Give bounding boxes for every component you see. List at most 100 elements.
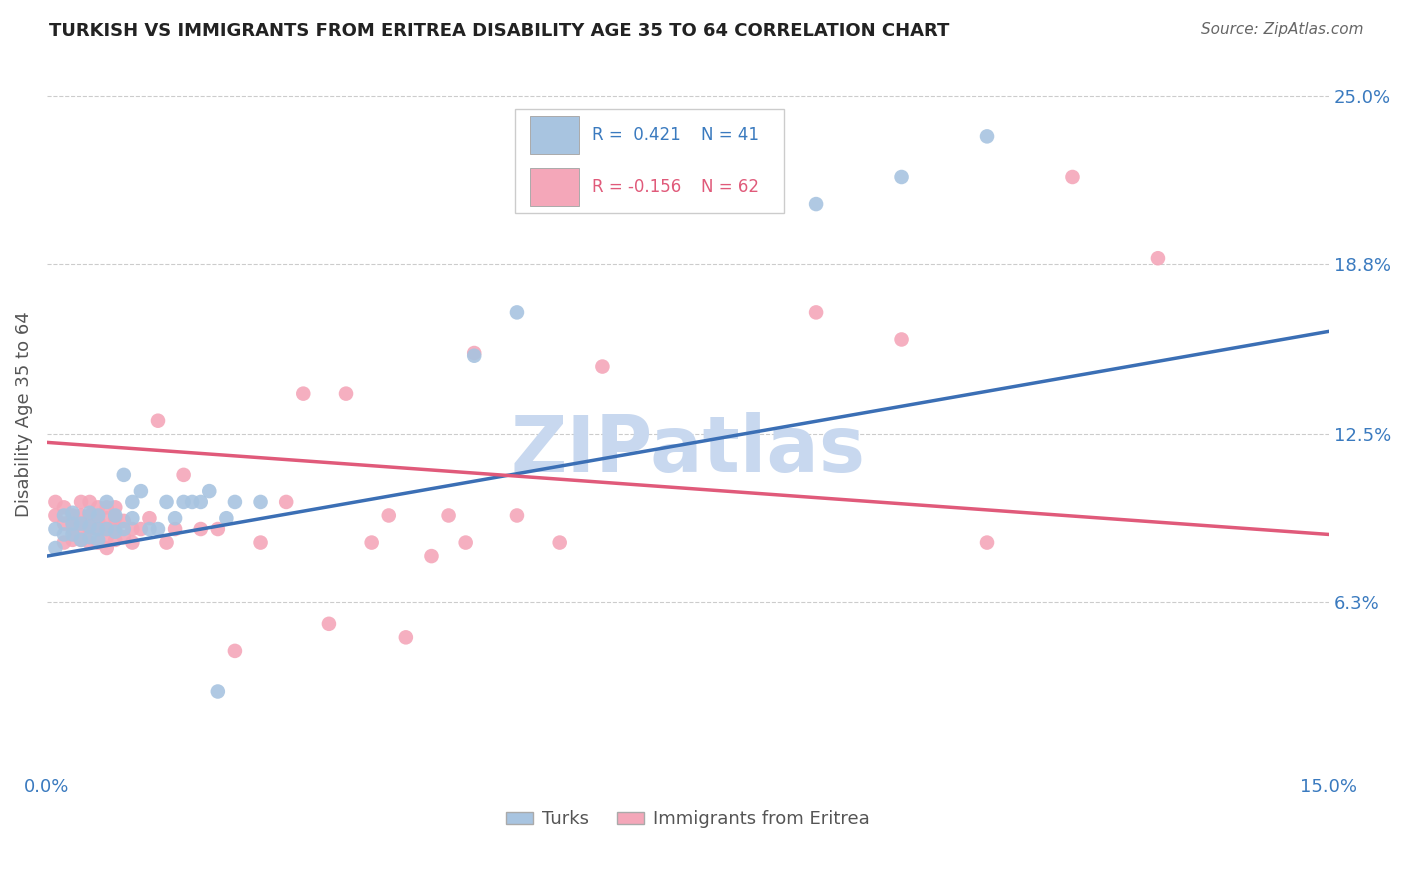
Point: [87, 508, 110, 523]
Text: N = 41: N = 41: [700, 126, 759, 144]
Point: [96, 522, 118, 536]
Point: [62, 506, 84, 520]
Point: [190, 495, 212, 509]
Point: [70, 516, 93, 531]
Point: [463, 349, 485, 363]
Point: [129, 484, 152, 499]
Point: [146, 414, 169, 428]
Point: [976, 535, 998, 549]
Point: [62, 533, 84, 547]
Point: [506, 508, 529, 523]
Point: [104, 511, 127, 525]
Point: [548, 535, 571, 549]
Point: [70, 495, 93, 509]
Text: TURKISH VS IMMIGRANTS FROM ERITREA DISABILITY AGE 35 TO 64 CORRELATION CHART: TURKISH VS IMMIGRANTS FROM ERITREA DISAB…: [49, 22, 949, 40]
Point: [181, 495, 204, 509]
Point: [104, 524, 127, 539]
Point: [591, 359, 613, 374]
Point: [70, 533, 93, 547]
Point: [53, 500, 76, 515]
Point: [96, 495, 118, 509]
Point: [165, 522, 187, 536]
Point: [249, 535, 271, 549]
Point: [96, 511, 118, 525]
Point: [249, 495, 271, 509]
Point: [79, 519, 101, 533]
Point: [890, 169, 912, 184]
FancyBboxPatch shape: [515, 109, 785, 213]
Point: [53, 508, 76, 523]
Point: [87, 514, 110, 528]
Point: [87, 533, 110, 547]
Point: [155, 535, 177, 549]
Point: [104, 500, 127, 515]
Point: [129, 522, 152, 536]
Point: [87, 500, 110, 515]
Point: [121, 522, 143, 536]
Point: [804, 305, 827, 319]
Text: Source: ZipAtlas.com: Source: ZipAtlas.com: [1201, 22, 1364, 37]
Point: [112, 530, 135, 544]
Point: [224, 644, 246, 658]
Point: [377, 508, 399, 523]
Point: [276, 495, 298, 509]
Y-axis label: Disability Age 35 to 64: Disability Age 35 to 64: [15, 311, 32, 516]
Point: [437, 508, 460, 523]
Point: [104, 522, 127, 536]
Point: [112, 522, 135, 536]
Text: ZIPatlas: ZIPatlas: [510, 412, 865, 488]
Point: [104, 508, 127, 523]
Point: [454, 535, 477, 549]
Point: [96, 500, 118, 515]
Point: [96, 541, 118, 555]
Point: [112, 514, 135, 528]
Point: [506, 305, 529, 319]
Point: [70, 519, 93, 533]
Point: [53, 535, 76, 549]
Text: N = 62: N = 62: [700, 178, 759, 196]
Point: [224, 495, 246, 509]
Point: [804, 197, 827, 211]
Point: [198, 484, 221, 499]
Point: [138, 511, 160, 525]
Point: [173, 495, 195, 509]
Point: [890, 333, 912, 347]
Point: [207, 522, 229, 536]
Point: [62, 508, 84, 523]
Point: [395, 631, 418, 645]
Legend: Turks, Immigrants from Eritrea: Turks, Immigrants from Eritrea: [499, 803, 876, 836]
Point: [121, 535, 143, 549]
Point: [146, 522, 169, 536]
Point: [215, 511, 238, 525]
Point: [79, 522, 101, 536]
Point: [79, 506, 101, 520]
FancyBboxPatch shape: [530, 116, 579, 153]
Point: [420, 549, 443, 563]
Point: [1147, 252, 1170, 266]
Point: [53, 527, 76, 541]
Point: [87, 522, 110, 536]
Point: [1062, 169, 1084, 184]
FancyBboxPatch shape: [530, 169, 579, 206]
Point: [155, 495, 177, 509]
Point: [79, 508, 101, 523]
Point: [165, 511, 187, 525]
Text: R = -0.156: R = -0.156: [592, 178, 681, 196]
Point: [79, 495, 101, 509]
Point: [104, 533, 127, 547]
Point: [318, 616, 340, 631]
Point: [62, 522, 84, 536]
Point: [292, 386, 315, 401]
Point: [463, 346, 485, 360]
Point: [190, 522, 212, 536]
Point: [70, 533, 93, 547]
Point: [70, 508, 93, 523]
Point: [87, 535, 110, 549]
Point: [207, 684, 229, 698]
Point: [44, 541, 66, 555]
Point: [79, 530, 101, 544]
Point: [360, 535, 382, 549]
Point: [96, 530, 118, 544]
Point: [62, 516, 84, 531]
Point: [62, 527, 84, 541]
